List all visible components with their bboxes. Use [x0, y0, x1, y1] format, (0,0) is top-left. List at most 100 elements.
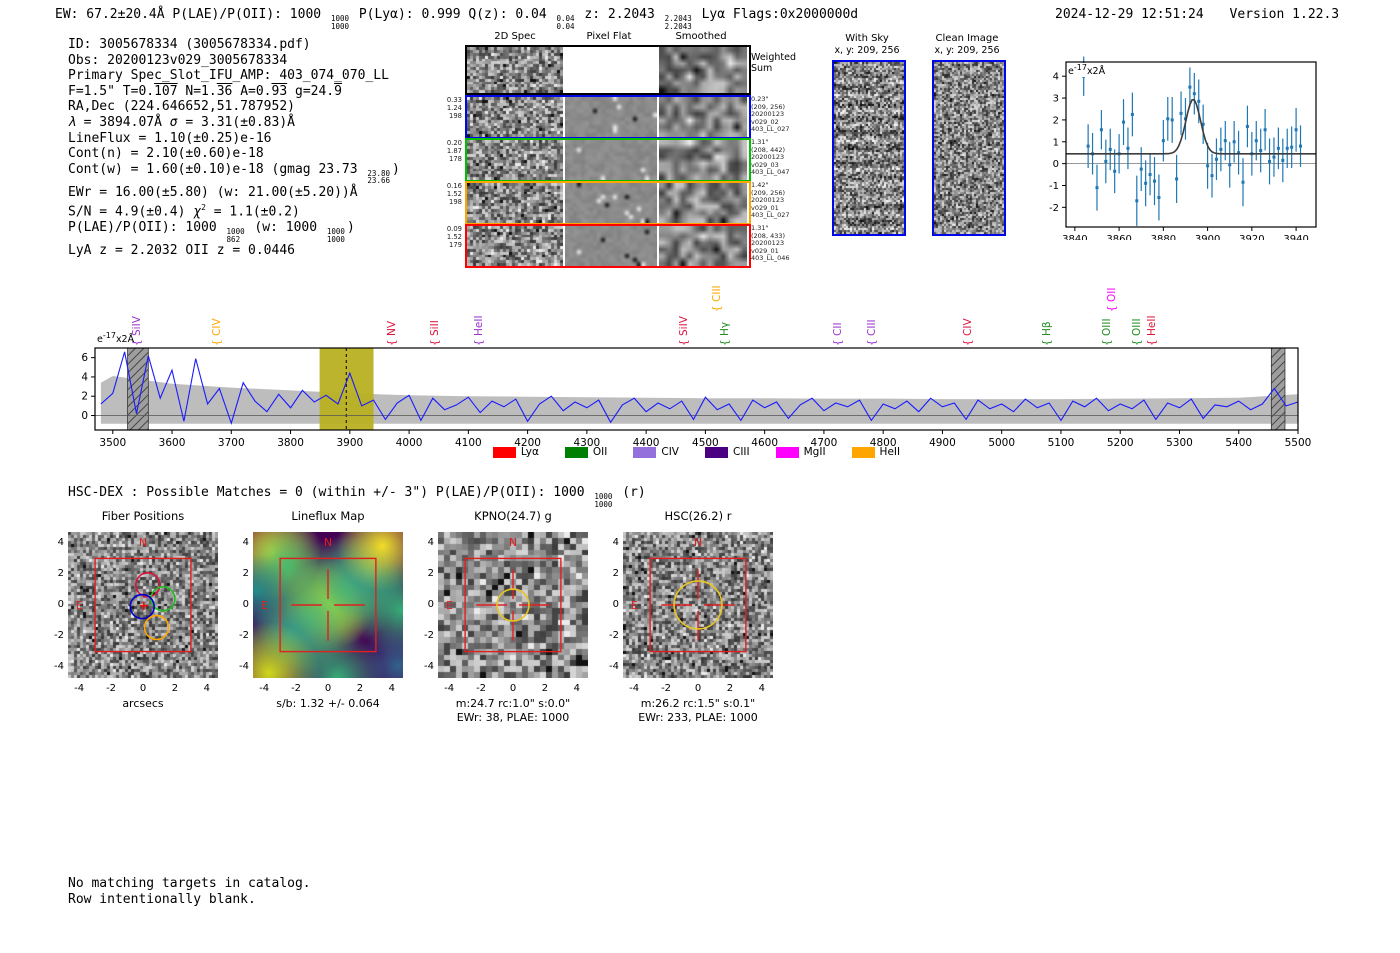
footer-notes: No matching targets in catalog. Row inten…	[68, 876, 311, 907]
svg-text:E: E	[631, 599, 638, 612]
stacked-fraction: 0.04 0.04	[556, 14, 575, 31]
svg-text:3800: 3800	[277, 437, 304, 449]
panel-xtick: 0	[694, 683, 702, 694]
panel-ytick: -2	[424, 630, 434, 642]
info-line-13: LyA z = 2.2032 OII z = 0.0446	[68, 243, 295, 259]
units-base: e	[1068, 66, 1074, 78]
svg-text:N: N	[694, 536, 702, 549]
panel-kpno-24-7-g: KPNO(24.7) g N E -4 -4 -2 -2 0 0 2 2 4 4 m:24.7 rc:1.…	[402, 505, 624, 735]
panel-xtick: -4	[259, 683, 270, 694]
svg-text:0: 0	[81, 410, 88, 422]
cutout-col-title: 2D Spec	[494, 31, 536, 42]
spectral-line-label-nv: { NV	[386, 320, 399, 346]
svg-text:3900: 3900	[1195, 234, 1220, 240]
fiber-weights-1: 0.33 1.24 198	[438, 96, 462, 120]
panel-image	[253, 532, 403, 678]
spectral-line-label-ciii: { CIII	[865, 319, 878, 346]
panel-lineflux-map: Lineflux Map N E -4 -4 -2 -2 0 0 2 2 4 4 s/b: 1.32 +/…	[217, 505, 439, 735]
svg-text:4200: 4200	[514, 437, 541, 449]
detection-info-block: ID: 3005678334 (3005678334.pdf) Obs: 2020…	[68, 37, 400, 259]
legend-swatch	[775, 446, 799, 458]
spectral-line-label-oiii: { OIII	[1130, 318, 1143, 346]
svg-text:3840: 3840	[1062, 234, 1087, 240]
panel-xtick: -4	[444, 683, 455, 694]
fiber-annotation-line: 403_LL_046	[751, 254, 790, 263]
svg-text:2: 2	[81, 391, 88, 403]
svg-text:-1: -1	[1049, 181, 1059, 192]
fiber-annotation-line: 403_LL_027	[751, 125, 790, 134]
panel-ytick: 0	[57, 599, 64, 610]
info-line-11: S/N = 4.9(±0.4) χ2 = 1.1(±0.2)	[68, 203, 300, 220]
units-post: x2Å	[1086, 66, 1106, 78]
fiber-weights-4: 0.09 1.52 179	[438, 225, 462, 249]
panel-caption-2: EWr: 233, PLAE: 1000	[638, 711, 758, 724]
fiber-annotation-line: (209, 256)	[751, 102, 786, 111]
panel-xtick: 4	[573, 683, 581, 694]
panel-caption-1: m:26.2 rc:1.5" s:0.1"	[640, 697, 756, 710]
svg-text:4: 4	[1053, 72, 1059, 83]
panel-xtick: -2	[291, 683, 302, 694]
fiber-cutout-row-3-smoothed	[659, 183, 747, 223]
spectral-line-label-cii: { CII	[831, 322, 844, 346]
stacked-fraction: 1000 862	[226, 227, 245, 244]
svg-text:3860: 3860	[1106, 234, 1131, 240]
panel-xtick: 2	[356, 683, 364, 694]
fiber-annotation-line: (209, 256)	[751, 188, 786, 197]
catalog-match-line: HSC-DEX : Possible Matches = 0 (within +…	[68, 485, 646, 509]
legend-swatch	[705, 446, 728, 458]
panel-xtick: -4	[629, 683, 640, 694]
fiber-weights-3: 0.16 1.52 198	[438, 182, 462, 206]
fiber-cutout-row-3	[465, 181, 751, 225]
svg-text:3600: 3600	[159, 437, 186, 449]
svg-text:4: 4	[81, 371, 88, 383]
panel-xtick: 2	[726, 683, 734, 694]
fiber-weight-value: 1.87	[446, 146, 462, 155]
svg-text:4500: 4500	[692, 437, 719, 449]
panel-ytick: 4	[612, 536, 619, 548]
fiber-annotation-line: 1.31"	[751, 138, 769, 146]
panel-ytick: 2	[427, 567, 434, 579]
svg-text:4600: 4600	[751, 437, 778, 449]
stacked-fraction: 23.80 23.66	[367, 168, 390, 186]
stacked-fraction: 1000 1000	[594, 492, 613, 509]
fit-plot-units-label: e-17x2Å	[1068, 63, 1106, 78]
fiber-annotation-line: 403_LL_027	[751, 211, 790, 220]
fiber-cutout-row-1	[465, 95, 751, 139]
fiber-cutout-row-2	[465, 138, 751, 182]
legend-label: CIV	[661, 446, 679, 458]
panel-overlay: NE	[446, 536, 562, 653]
spectral-line-label-civ: { CIV	[211, 318, 224, 346]
fiber-cutout-row-4-2dspec	[467, 226, 563, 266]
svg-text:3880: 3880	[1151, 234, 1176, 240]
spectrum-units-label: e-17x2Å	[97, 331, 135, 346]
fiber-weight-value: 1.52	[446, 232, 462, 241]
legend-item-oii: OII	[564, 446, 607, 458]
fiber-weight-value: 179	[449, 240, 462, 249]
info-line-7: LineFlux = 1.10(±0.25)e-16	[68, 130, 272, 146]
legend-item-heii: HeII	[851, 446, 900, 458]
weighted-sum-label-line: Weighted	[751, 52, 796, 63]
fiber-weight-value: 0.09	[446, 225, 462, 233]
panel-caption-2: EWr: 38, PLAE: 1000	[456, 711, 570, 724]
fiber-weight-value: 0.16	[446, 182, 462, 190]
weighted-sum-row-smoothed	[659, 47, 747, 93]
stacked-fraction: 2.2043 2.2043	[664, 14, 692, 31]
fiber-weights-2: 0.20 1.87 178	[438, 139, 462, 163]
footer-line-1: No matching targets in catalog.	[68, 876, 311, 891]
panel-caption-1: m:24.7 rc:1.0" s:0.0"	[455, 697, 571, 710]
fiber-annotation-line: (208, 433)	[751, 231, 786, 240]
panel-fiber-positions: Fiber Positions N E -4 -4 -2 -2 0 0 2 2 4 4 arcsecs	[32, 505, 254, 735]
fiber-annotation-line: v029_03	[751, 160, 779, 169]
report-version: Version 1.22.3	[1229, 7, 1340, 22]
svg-text:3: 3	[1053, 94, 1059, 105]
panel-title: Lineflux Map	[291, 509, 365, 523]
svg-text:0: 0	[1053, 159, 1059, 170]
panel-image	[438, 532, 588, 678]
panel-ytick: 4	[57, 536, 64, 548]
panel-ytick: 2	[612, 567, 619, 579]
info-line-1: ID: 3005678334 (3005678334.pdf)	[68, 37, 311, 52]
svg-text:E: E	[446, 599, 453, 612]
svg-text:1: 1	[1053, 137, 1059, 148]
svg-text:4300: 4300	[573, 437, 600, 449]
